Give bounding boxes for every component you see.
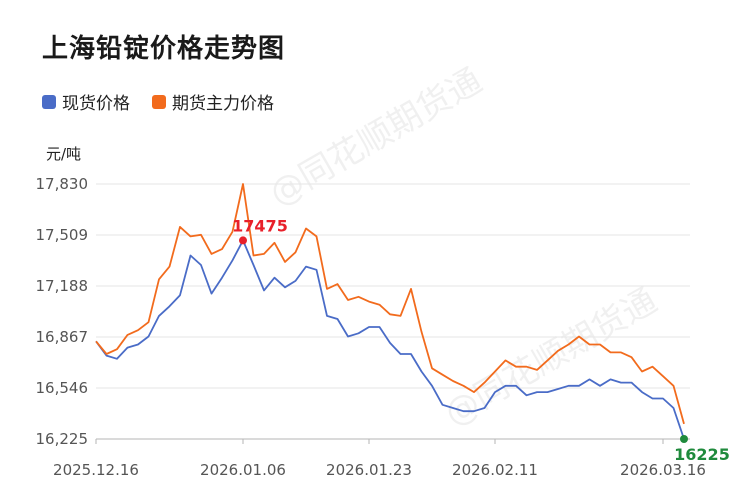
legend-item-spot[interactable]: 现货价格 bbox=[42, 89, 130, 114]
peak-marker bbox=[239, 236, 247, 245]
y-tick-label: 16,225 bbox=[36, 430, 89, 448]
y-tick-label: 17,188 bbox=[36, 277, 89, 295]
legend-swatch-spot bbox=[42, 94, 56, 109]
y-axis-unit-label: 元/吨 bbox=[46, 145, 82, 163]
last-value-marker bbox=[680, 435, 688, 443]
x-tick-label: 2025.12.16 bbox=[53, 461, 139, 479]
x-tick-label: 2026.02.11 bbox=[452, 461, 538, 479]
legend-label-futures: 期货主力价格 bbox=[172, 94, 274, 114]
series-line-spot bbox=[95, 239, 685, 440]
y-tick-label: 17,509 bbox=[36, 226, 89, 244]
x-tick-label: 2026.01.23 bbox=[326, 461, 412, 479]
legend-swatch-futures bbox=[152, 94, 166, 109]
legend: 现货价格 期货主力价格 bbox=[42, 89, 296, 114]
y-tick-label: 17,830 bbox=[36, 175, 89, 193]
chart-title: 上海铅锭价格走势图 bbox=[42, 34, 286, 64]
legend-item-futures[interactable]: 期货主力价格 bbox=[152, 89, 274, 114]
y-tick-label: 16,546 bbox=[36, 379, 89, 397]
x-tick-label: 2026.03.16 bbox=[620, 461, 706, 479]
series-line-futures bbox=[95, 183, 685, 425]
last-value-label: 16225 bbox=[674, 445, 730, 464]
legend-label-spot: 现货价格 bbox=[62, 94, 130, 114]
x-tick-label: 2026.01.06 bbox=[200, 461, 286, 479]
peak-label: 17475 bbox=[232, 216, 288, 235]
y-tick-label: 16,867 bbox=[36, 328, 89, 346]
